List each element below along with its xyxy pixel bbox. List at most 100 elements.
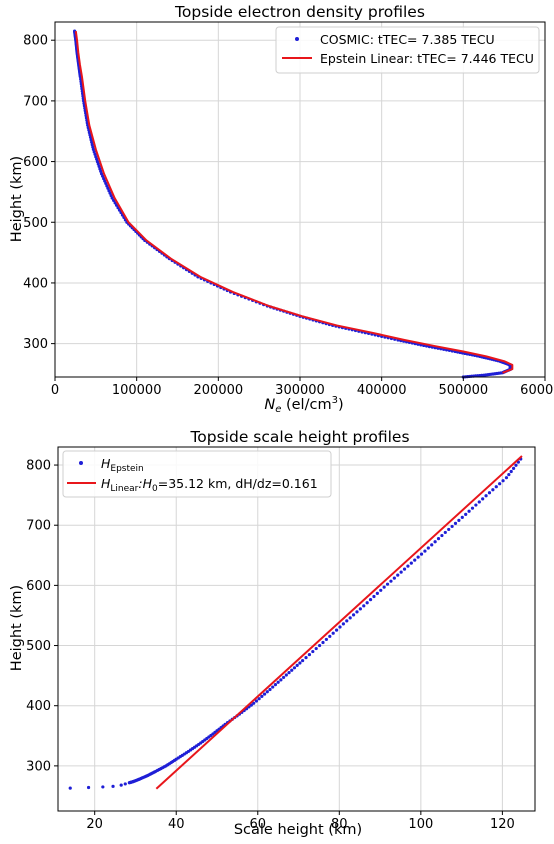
x-tick-label: 100 (408, 817, 433, 832)
data-point (514, 463, 518, 467)
legend-label-epstein: Epstein Linear: tTEC= 7.446 TECU (320, 51, 534, 66)
data-point (102, 176, 106, 181)
data-point (271, 685, 275, 689)
density-series (73, 29, 514, 379)
data-point (260, 694, 264, 698)
scale-height-x-axis-label: Scale height (km) (234, 822, 362, 838)
data-point (92, 150, 96, 154)
data-point (447, 527, 451, 532)
data-point (507, 472, 511, 477)
data-point (443, 530, 447, 535)
data-point (304, 655, 308, 660)
x-tick-label: 80 (331, 817, 348, 832)
data-point (355, 610, 359, 614)
data-point (273, 683, 278, 687)
data-point (321, 640, 325, 645)
y-tick-label: 600 (26, 579, 51, 594)
data-point (460, 515, 464, 519)
data-point (68, 786, 72, 790)
scale-height-series (68, 455, 523, 790)
data-point (501, 479, 505, 483)
data-point (396, 573, 400, 577)
data-point (307, 652, 312, 657)
y-tick-label: 500 (26, 639, 51, 654)
y-tick-label: 800 (26, 459, 51, 474)
data-point (392, 576, 396, 580)
legend-label-h-epstein: HEpstein (101, 456, 144, 474)
data-point (470, 506, 475, 510)
x-tick-label: 200000 (194, 383, 244, 398)
y-tick-label: 600 (23, 155, 48, 170)
data-point (91, 147, 95, 152)
data-point (101, 174, 105, 178)
data-point (94, 155, 98, 159)
data-point (91, 145, 95, 149)
data-point (474, 503, 478, 507)
data-point (453, 521, 458, 526)
data-point (279, 678, 283, 682)
data-point (409, 561, 413, 565)
data-point (281, 675, 286, 680)
data-point (99, 169, 103, 173)
data-point (440, 533, 444, 538)
data-point (334, 628, 339, 632)
scale-height-grid (58, 447, 535, 811)
data-point (290, 668, 294, 672)
data-point (413, 558, 417, 562)
data-point (95, 157, 99, 161)
data-point (331, 631, 335, 635)
density-legend: COSMIC: tTEC= 7.385 TECU Epstein Linear:… (275, 26, 540, 74)
y-tick-label: 400 (23, 276, 48, 291)
data-point (433, 540, 437, 544)
data-point (419, 552, 424, 556)
scale-height-ticks: 20 40 60 80 100 120 300 400 500 600 700 800 (26, 459, 515, 832)
x-tick-label: 600000 (520, 383, 554, 398)
data-point (276, 680, 280, 684)
data-point (345, 619, 349, 623)
data-point (257, 697, 261, 701)
data-point (382, 585, 386, 589)
x-tick-label: 100000 (112, 383, 162, 398)
data-point (90, 142, 94, 147)
x-tick-label: 400000 (357, 383, 407, 398)
data-point (298, 661, 302, 665)
data-point (262, 692, 267, 696)
data-point (509, 469, 513, 474)
data-point (314, 646, 318, 651)
data-point (98, 167, 102, 171)
data-point (101, 785, 105, 789)
data-point (311, 649, 315, 654)
y-tick-label: 300 (26, 759, 51, 774)
data-point (504, 476, 509, 480)
data-point (477, 500, 481, 504)
data-point (341, 622, 345, 626)
data-point (103, 179, 107, 183)
data-point (450, 524, 454, 529)
data-point (481, 497, 485, 501)
x-tick-label: 120 (490, 817, 515, 832)
data-point (105, 184, 109, 188)
density-x-axis-label: Ne (el/cm3) (264, 395, 343, 415)
data-point (324, 637, 328, 642)
data-point (484, 494, 488, 498)
x-tick-label: 500000 (439, 383, 489, 398)
data-point (108, 191, 112, 195)
series-line (155, 455, 523, 790)
data-point (426, 546, 430, 550)
data-point (385, 582, 390, 586)
data-point (284, 673, 288, 677)
data-point (487, 491, 492, 495)
data-point (111, 784, 115, 788)
x-tick-label: 20 (86, 817, 103, 832)
data-point (97, 164, 101, 169)
data-point (265, 690, 269, 694)
data-point (268, 687, 272, 692)
data-point (106, 186, 110, 190)
density-chart-title: Topside electron density profiles (174, 3, 425, 21)
data-point (252, 701, 256, 705)
scale-height-chart-title: Topside scale height profiles (189, 428, 409, 446)
data-point (89, 138, 93, 142)
legend-swatch-h-epstein (79, 461, 83, 465)
data-point (93, 152, 97, 156)
data-point (95, 159, 100, 164)
